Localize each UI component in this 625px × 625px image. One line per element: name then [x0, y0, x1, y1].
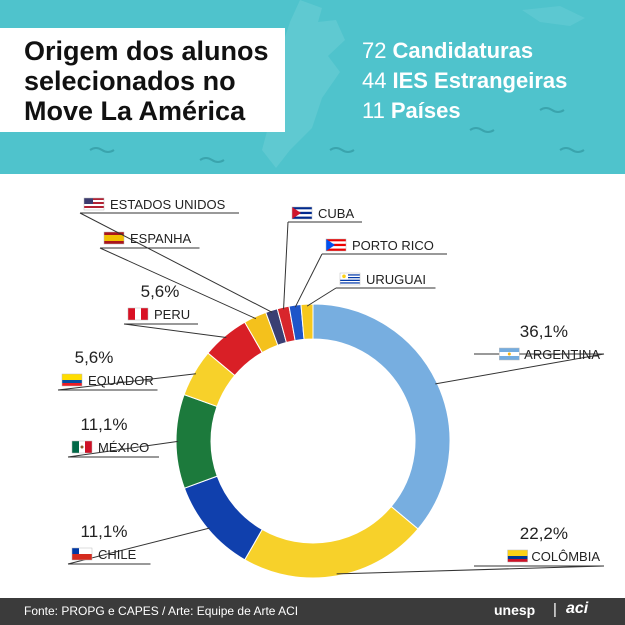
value-label-ecuador: 5,6% — [75, 348, 114, 367]
label-colombia: COLÔMBIA — [531, 549, 600, 564]
aci-logo: aci — [566, 600, 589, 617]
stat-number: 11 — [362, 98, 385, 123]
label-chile: CHILE — [98, 547, 137, 562]
usa-flag-icon — [83, 197, 105, 211]
label-spain: ESPANHA — [130, 231, 191, 246]
leader-line — [294, 253, 323, 308]
value-label-mexico: 11,1% — [81, 415, 128, 434]
source-credit: Fonte: PROPG e CAPES / Arte: Equipe de A… — [24, 604, 299, 618]
stat-label: Candidaturas — [392, 38, 534, 63]
leader-line — [67, 440, 179, 458]
slice-mexico — [175, 393, 218, 489]
leader-line — [57, 373, 197, 391]
leader-line — [306, 287, 337, 307]
label-peru: PERU — [154, 307, 190, 322]
leader-line — [283, 221, 289, 310]
stat-label: Países — [390, 98, 461, 123]
label-argentina: ARGENTINA — [524, 347, 600, 362]
slice-colombia — [244, 505, 419, 579]
label-puerto-rico: PORTO RICO — [352, 238, 434, 253]
leader-line — [99, 247, 257, 320]
peru-flag-icon — [127, 307, 149, 321]
stat-paises: 11 Países — [362, 96, 567, 126]
title-line: Origem dos alunos — [24, 36, 269, 66]
mexico-flag-icon — [71, 440, 93, 454]
title-box — [0, 28, 285, 132]
slice-argentina — [312, 303, 451, 530]
title-line: selecionados no — [24, 66, 236, 96]
stat-label: IES Estrangeiras — [392, 68, 568, 93]
leader-line — [336, 565, 605, 575]
slice-chile — [183, 475, 263, 561]
logo-separator: | — [553, 601, 557, 618]
label-usa: ESTADOS UNIDOS — [110, 197, 226, 212]
colombia-flag-icon — [507, 549, 528, 563]
label-mexico: MÉXICO — [98, 440, 149, 455]
donut-chart: ARGENTINA 36,1% COLÔMBIA 22,2% CHILE 11,1% MÉX… — [57, 197, 605, 579]
leader-line — [435, 353, 605, 385]
uruguay-flag-icon — [339, 272, 361, 286]
stat-ies: 44 IES Estrangeiras — [362, 66, 567, 96]
value-label-peru: 5,6% — [141, 282, 180, 301]
label-ecuador: EQUADOR — [88, 373, 154, 388]
label-uruguay: URUGUAI — [366, 272, 426, 287]
header-banner: Origem dos alunos selecionados no Move L… — [0, 0, 625, 174]
ecuador-flag-icon — [61, 373, 83, 387]
page-title: Origem dos alunos selecionados no Move L… — [24, 36, 304, 126]
spain-flag-icon — [103, 231, 125, 245]
chile-flag-icon — [71, 547, 93, 561]
stats-block: 72 Candidaturas 44 IES Estrangeiras 11 País… — [362, 36, 567, 126]
cuba-flag-icon — [291, 206, 313, 220]
value-label-colombia: 22,2% — [520, 524, 568, 543]
leader-line — [79, 212, 273, 313]
footer: Fonte: PROPG e CAPES / Arte: Equipe de A… — [0, 598, 625, 625]
stat-number: 72 — [362, 38, 387, 63]
puerto-rico-flag-icon — [325, 238, 347, 252]
label-cuba: CUBA — [318, 206, 354, 221]
stat-number: 44 — [362, 68, 387, 93]
title-line: Move La América — [24, 96, 246, 126]
value-label-chile: 11,1% — [81, 522, 128, 541]
leader-line — [123, 323, 227, 339]
stat-candidaturas: 72 Candidaturas — [362, 36, 567, 66]
unesp-logo: unesp — [494, 602, 536, 618]
argentina-flag-icon — [499, 347, 520, 361]
slice-uruguay — [300, 303, 314, 340]
value-label-argentina: 36,1% — [520, 322, 568, 341]
